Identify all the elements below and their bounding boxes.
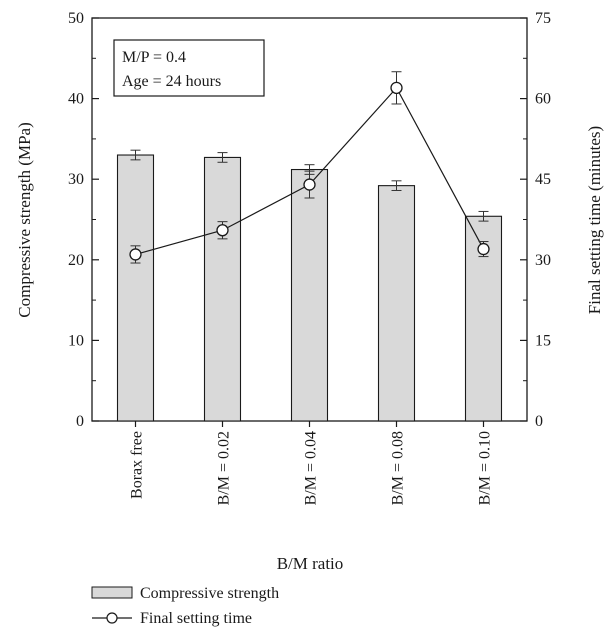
setting-time-point	[216, 224, 229, 237]
x-axis-title: B/M ratio	[277, 554, 344, 573]
annotation-line-2: Age = 24 hours	[122, 73, 221, 90]
right-tick-label: 60	[535, 91, 551, 108]
x-tick-label: B/M = 0.08	[390, 431, 407, 505]
left-tick-label: 30	[68, 171, 84, 188]
annotation-box: M/P = 0.4 Age = 24 hours	[113, 39, 265, 97]
left-axis: 0 10 20 30 40 50	[68, 10, 99, 430]
right-tick-label: 75	[535, 10, 551, 27]
right-tick-label: 30	[535, 252, 551, 269]
bar	[116, 154, 155, 422]
legend-label-setting: Final setting time	[140, 610, 252, 627]
bar	[290, 168, 329, 422]
x-tick-label: B/M = 0.02	[216, 431, 233, 505]
right-tick-label: 0	[535, 413, 543, 430]
annotation-frame	[113, 39, 265, 97]
legend-bar-swatch	[91, 586, 133, 599]
left-tick-label: 50	[68, 10, 84, 27]
x-axis: Borax free B/M = 0.02 B/M = 0.04 B/M = 0.08…	[129, 421, 494, 505]
left-tick-label: 10	[68, 332, 84, 349]
setting-time-point	[477, 242, 490, 256]
legend: Compressive strength Final setting time	[91, 585, 279, 627]
right-tick-label: 15	[535, 332, 551, 349]
setting-time-point	[129, 248, 142, 261]
right-tick-label: 45	[535, 171, 551, 188]
right-axis: 0 15 30 45 60 75	[520, 10, 551, 430]
legend-marker-swatch	[106, 612, 118, 624]
x-tick-label: B/M = 0.10	[477, 431, 494, 505]
left-axis-title: Compressive strength (MPa)	[15, 122, 34, 317]
line-series	[129, 71, 490, 264]
left-tick-label: 0	[76, 413, 84, 430]
bar-series	[116, 149, 503, 422]
legend-label-compressive: Compressive strength	[140, 585, 279, 602]
right-axis-title: Final setting time (minutes)	[585, 126, 604, 314]
setting-time-point	[303, 178, 316, 191]
setting-time-point	[390, 81, 403, 95]
x-tick-label: Borax free	[129, 431, 146, 499]
x-tick-label: B/M = 0.04	[303, 431, 320, 505]
left-tick-label: 20	[68, 252, 84, 269]
left-tick-label: 40	[68, 91, 84, 108]
annotation-line-1: M/P = 0.4	[122, 49, 186, 66]
bar	[203, 156, 242, 422]
bar	[377, 185, 416, 422]
